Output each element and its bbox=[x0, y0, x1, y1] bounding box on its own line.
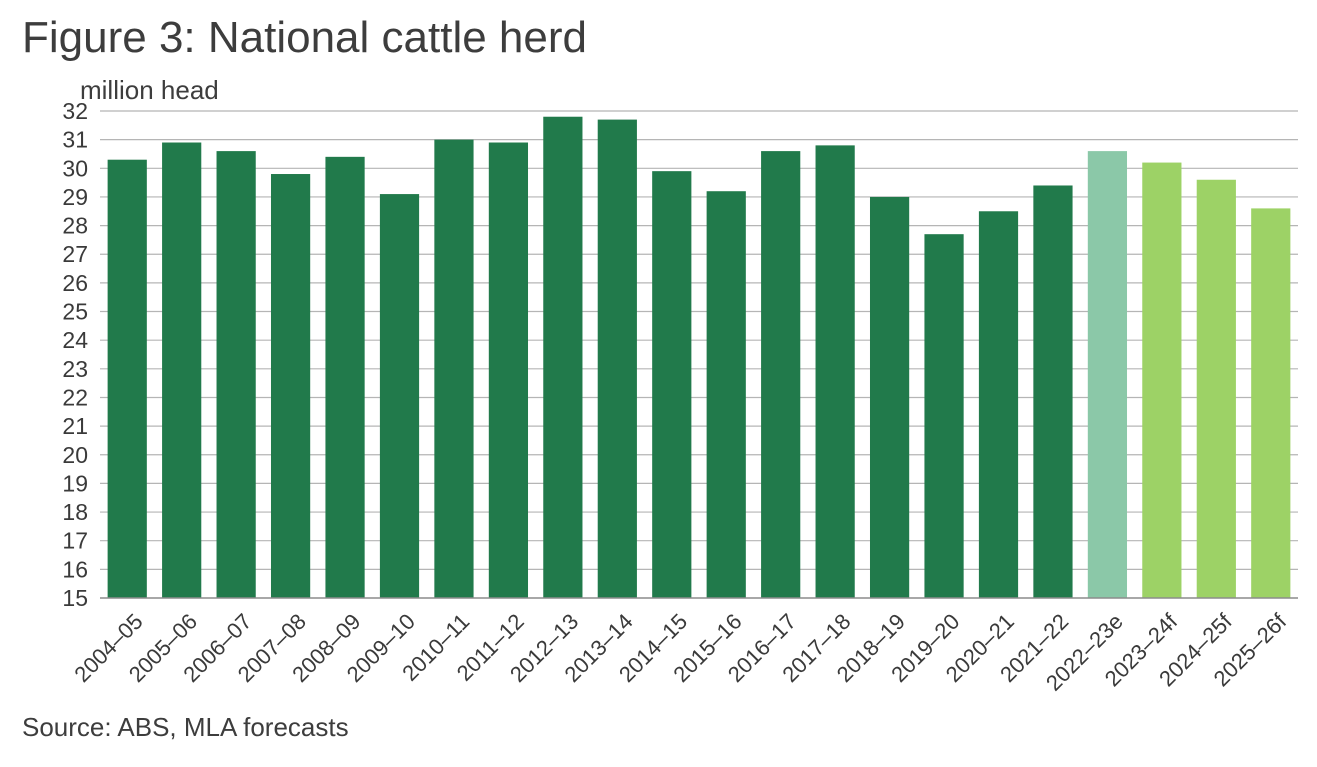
bar-actual bbox=[978, 211, 1019, 598]
bar-actual bbox=[869, 196, 910, 599]
y-tick-label: 27 bbox=[62, 241, 88, 267]
bar-actual bbox=[270, 174, 311, 598]
bar-actual bbox=[434, 139, 474, 598]
y-tick-label: 21 bbox=[62, 413, 88, 439]
y-tick-label: 22 bbox=[62, 384, 88, 410]
bar-actual bbox=[652, 171, 692, 599]
bar-actual bbox=[379, 194, 420, 598]
y-tick-label: 18 bbox=[62, 499, 88, 525]
bar-actual bbox=[543, 116, 583, 599]
bar-actual bbox=[597, 119, 637, 598]
y-axis-unit-label: million head bbox=[80, 75, 219, 105]
bar-actual bbox=[1033, 185, 1073, 598]
bar-forecast bbox=[1251, 208, 1291, 598]
source-note: Source: ABS, MLA forecasts bbox=[22, 712, 349, 742]
y-tick-label: 32 bbox=[62, 98, 88, 124]
bar-actual bbox=[488, 142, 529, 598]
bar-actual bbox=[162, 142, 202, 598]
y-tick-label: 15 bbox=[62, 585, 88, 611]
y-tick-label: 28 bbox=[62, 213, 88, 239]
bar-actual bbox=[706, 191, 746, 598]
y-tick-label: 29 bbox=[62, 184, 88, 210]
y-tick-label: 17 bbox=[62, 528, 88, 554]
y-tick-label: 16 bbox=[62, 556, 88, 582]
bar-chart: 1516171819202122232425262728293031322004… bbox=[62, 98, 1298, 696]
y-tick-label: 23 bbox=[62, 356, 88, 382]
bar-actual bbox=[216, 151, 256, 598]
y-tick-label: 30 bbox=[62, 155, 88, 181]
y-tick-label: 19 bbox=[62, 470, 88, 496]
y-tick-label: 26 bbox=[62, 270, 88, 296]
bar-actual bbox=[107, 159, 147, 598]
y-tick-label: 20 bbox=[62, 442, 88, 468]
chart-title: Figure 3: National cattle herd bbox=[22, 13, 587, 62]
bar-estimate bbox=[1087, 151, 1128, 598]
bar-actual bbox=[815, 145, 855, 598]
y-tick-label: 24 bbox=[62, 327, 88, 353]
bar-actual bbox=[325, 156, 365, 598]
bar-actual bbox=[761, 151, 801, 598]
bar-actual bbox=[924, 234, 964, 598]
y-tick-label: 31 bbox=[62, 127, 88, 153]
y-tick-label: 25 bbox=[62, 299, 88, 325]
bar-forecast bbox=[1142, 162, 1182, 599]
bar-forecast bbox=[1196, 179, 1236, 599]
